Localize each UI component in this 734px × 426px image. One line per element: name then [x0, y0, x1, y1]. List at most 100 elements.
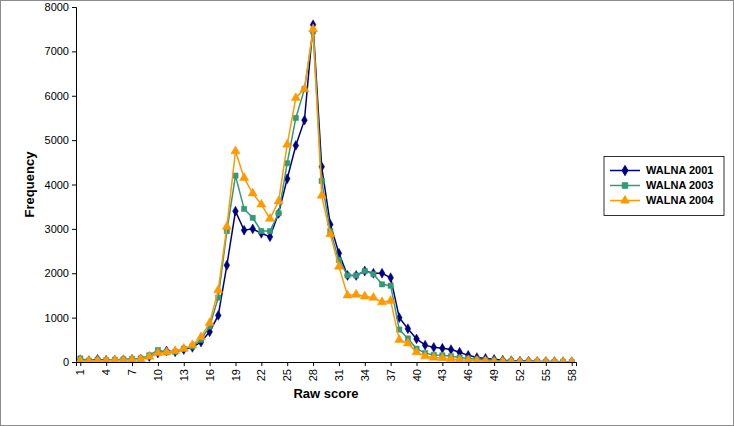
legend-entry: WALNA 2003 — [610, 179, 713, 191]
x-tick-label: 13 — [178, 369, 190, 381]
x-tick: 46 — [462, 362, 474, 381]
series — [78, 29, 575, 362]
series-marker — [567, 357, 576, 362]
y-axis: 010002000300040005000600070008000 — [45, 1, 77, 368]
series-marker — [403, 338, 412, 346]
x-tick: 58 — [566, 362, 578, 381]
y-axis-title: Frequency — [22, 151, 37, 218]
x-tick-label: 1 — [74, 369, 86, 375]
x-tick: 43 — [436, 362, 448, 381]
series-marker — [515, 357, 524, 362]
series-marker — [283, 139, 292, 147]
series-marker — [205, 318, 214, 326]
x-tick: 7 — [126, 362, 138, 375]
series-marker — [300, 84, 309, 92]
series-marker — [224, 260, 230, 270]
series-marker — [145, 351, 154, 359]
legend-box — [604, 157, 724, 216]
x-tick-label: 22 — [255, 369, 267, 381]
y-tick-mark — [72, 362, 76, 363]
series-line — [80, 25, 571, 362]
x-tick: 13 — [178, 362, 190, 381]
series-marker — [464, 355, 473, 362]
series-marker — [248, 188, 257, 196]
legend-marker — [622, 165, 628, 175]
x-tick: 4 — [100, 362, 112, 375]
x-tick: 25 — [281, 362, 293, 381]
series-marker — [250, 215, 255, 220]
series-marker — [550, 357, 559, 362]
series — [77, 20, 574, 362]
series-marker — [422, 340, 428, 350]
series-marker — [559, 357, 568, 362]
y-tick: 2000 — [45, 267, 76, 279]
y-axis-line — [72, 8, 77, 363]
x-tick-label: 40 — [411, 369, 423, 381]
x-tick: 28 — [307, 362, 319, 381]
y-tick-label: 4000 — [45, 179, 69, 191]
chart-border — [1, 1, 734, 426]
x-tick-mark — [572, 362, 573, 366]
marks — [76, 20, 576, 362]
x-tick: 31 — [333, 362, 345, 381]
y-tick-label: 0 — [63, 356, 69, 368]
y-tick-mark — [72, 7, 76, 8]
series-marker — [291, 93, 300, 101]
x-tick-label: 49 — [488, 369, 500, 381]
series-marker — [388, 283, 393, 288]
x-tick: 1 — [74, 362, 86, 375]
y-tick-label: 5000 — [45, 134, 69, 146]
x-tick-label: 31 — [333, 369, 345, 381]
series-marker — [196, 332, 205, 340]
x-tick-mark — [339, 362, 340, 366]
y-tick-label: 6000 — [45, 90, 69, 102]
x-tick-mark — [132, 362, 133, 366]
series-marker — [240, 173, 249, 181]
x-tick: 52 — [514, 362, 526, 381]
series-marker — [241, 225, 247, 235]
y-tick: 3000 — [45, 223, 76, 235]
series-marker — [334, 261, 343, 269]
series-marker — [274, 196, 283, 204]
series-marker — [353, 271, 359, 281]
series-marker — [110, 355, 119, 362]
x-tick-mark — [313, 362, 314, 366]
series-marker — [362, 268, 367, 273]
x-tick-label: 7 — [126, 369, 138, 375]
x-tick: 37 — [385, 362, 397, 381]
series-marker — [119, 355, 128, 362]
series-marker — [136, 354, 145, 362]
y-tick-mark — [72, 229, 76, 230]
series-marker — [354, 273, 359, 278]
x-tick-mark — [184, 362, 185, 366]
series-marker — [179, 343, 188, 351]
series-marker — [267, 228, 272, 233]
series-marker — [265, 213, 274, 221]
x-tick: 55 — [540, 362, 552, 381]
series-marker — [84, 356, 93, 362]
series-marker — [360, 291, 369, 299]
chart: 0100020003000400050006000700080001471013… — [0, 0, 734, 426]
series-marker — [241, 206, 246, 211]
series-marker — [162, 347, 171, 355]
series-marker — [188, 340, 197, 348]
legend-label: WALNA 2004 — [646, 194, 714, 206]
legend: WALNA 2001 WALNA 2003 WALNA 2004 — [604, 157, 724, 216]
series-marker — [93, 355, 102, 362]
x-tick-label: 58 — [566, 369, 578, 381]
series-marker — [507, 356, 516, 362]
series-marker — [233, 206, 239, 216]
x-tick-label: 52 — [514, 369, 526, 381]
x-tick-label: 4 — [100, 369, 112, 375]
x-tick-mark — [210, 362, 211, 366]
legend-entry: WALNA 2001 — [610, 164, 713, 176]
series-marker — [259, 228, 265, 238]
x-tick-label: 34 — [359, 369, 371, 381]
series-marker — [302, 115, 308, 125]
series-marker — [446, 354, 455, 362]
series-marker — [250, 224, 256, 234]
y-tick: 1000 — [45, 312, 76, 324]
series-marker — [448, 345, 454, 355]
y-tick-mark — [72, 318, 76, 319]
series-marker — [533, 357, 542, 362]
